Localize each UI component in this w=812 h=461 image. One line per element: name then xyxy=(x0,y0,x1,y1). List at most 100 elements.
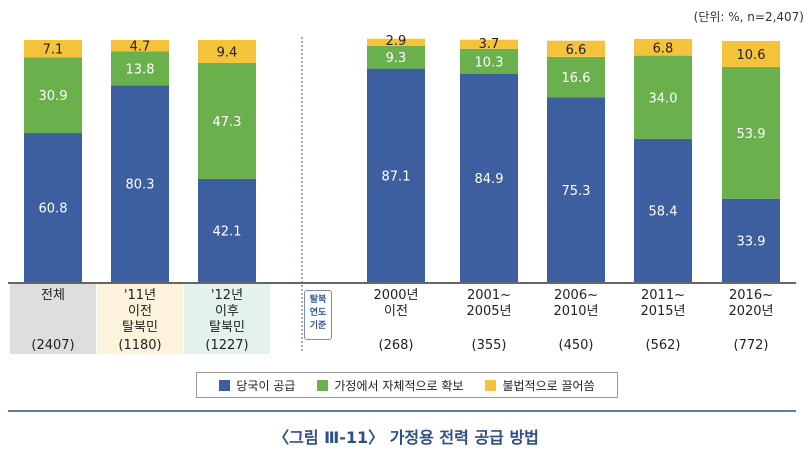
category-label-line: 2005년 xyxy=(466,304,512,319)
bar-segment xyxy=(367,38,425,46)
sample-size-label: (562) xyxy=(645,338,681,353)
legend-swatch xyxy=(485,379,497,391)
year-basis-label: 탈북 연도 기준 xyxy=(304,290,332,340)
data-label: 58.4 xyxy=(649,204,678,219)
bar-segment xyxy=(460,73,518,283)
category-label-line: 2020년 xyxy=(728,304,774,319)
bar-segment xyxy=(111,39,169,52)
bar-segment xyxy=(460,39,518,49)
data-label: 84.9 xyxy=(475,172,504,187)
sample-size-label: (1180) xyxy=(118,338,162,353)
data-label: 33.9 xyxy=(737,234,766,249)
category-label: 2016~ 2020년 xyxy=(708,288,794,320)
category-label: 2001~ 2005년 xyxy=(446,288,532,320)
bar-segment xyxy=(198,39,256,63)
bar-segment xyxy=(722,66,780,199)
category-label: 2006~ 2010년 xyxy=(533,288,619,320)
bar-segment xyxy=(547,97,605,282)
data-label: 6.6 xyxy=(566,43,587,58)
category-label-line: 탈북민 xyxy=(209,320,245,335)
bar-segment xyxy=(198,62,256,179)
category-label-line: 탈북민 xyxy=(122,320,158,335)
category-cell-bg xyxy=(184,284,270,354)
data-label: 9.4 xyxy=(217,45,238,60)
legend: 당국이 공급 가정에서 자체적으로 확보 불법적으로 끌어씀 xyxy=(196,372,618,398)
data-label: 75.3 xyxy=(562,184,591,199)
bar-segment xyxy=(722,40,780,67)
data-label: 34.0 xyxy=(649,91,678,106)
category-label-line: 2000년 xyxy=(373,288,419,303)
sample-size-label: (268) xyxy=(378,338,414,353)
year-basis-line: 탈북 xyxy=(309,295,327,305)
bar-segment xyxy=(547,56,605,98)
sample-size-label: (1227) xyxy=(205,338,249,353)
figure-title: 〈그림 Ⅲ-11〉 가정용 전력 공급 방법 xyxy=(273,428,539,447)
category-cell-bg xyxy=(10,284,96,354)
category-label-line: 2011~ xyxy=(641,288,685,303)
category-label-line: '12년 xyxy=(210,288,244,303)
category-cell-bg xyxy=(97,284,183,354)
legend-label: 가정에서 자체적으로 확보 xyxy=(334,378,464,393)
data-label: 30.9 xyxy=(39,89,68,104)
bar-segment xyxy=(367,68,425,282)
sample-size-label: (450) xyxy=(558,338,594,353)
data-label: 3.7 xyxy=(479,37,500,52)
bar-segment xyxy=(547,40,605,57)
sample-size-label: (2407) xyxy=(31,338,75,353)
data-label: 10.6 xyxy=(737,48,766,63)
sample-size-label: (355) xyxy=(471,338,507,353)
category-label-line: 전체 xyxy=(41,288,65,303)
bar-segment xyxy=(111,51,169,86)
data-label: 6.8 xyxy=(653,41,674,56)
data-label: 47.3 xyxy=(213,115,242,130)
category-label-line: 2006~ xyxy=(554,288,598,303)
divider-line xyxy=(8,410,796,412)
category-label-line: 이전 xyxy=(384,304,408,319)
data-label: 42.1 xyxy=(213,224,242,239)
year-basis-line: 연도 xyxy=(309,308,327,318)
unit-note: (단위: %, n=2,407) xyxy=(693,10,804,24)
category-label: 2000년 이전 xyxy=(353,288,439,320)
data-label: 16.6 xyxy=(562,71,591,86)
data-label: 60.8 xyxy=(39,202,68,217)
category-label: '12년 이후 탈북민 xyxy=(184,288,270,336)
year-basis-line: 기준 xyxy=(309,321,327,331)
bar-segment xyxy=(111,85,169,282)
data-label: 2.9 xyxy=(386,34,407,49)
bar-segment xyxy=(634,138,692,282)
data-label: 13.8 xyxy=(126,62,155,77)
legend-label: 불법적으로 끌어씀 xyxy=(502,378,595,393)
bar-segment xyxy=(24,133,82,282)
category-label-line: 이후 xyxy=(215,304,239,319)
data-label: 87.1 xyxy=(382,169,411,184)
bar-segment xyxy=(634,38,692,56)
category-label-line: 이전 xyxy=(128,304,152,319)
legend-item: 당국이 공급 xyxy=(219,377,295,394)
category-label-line: 2016~ xyxy=(729,288,773,303)
legend-item: 불법적으로 끌어씀 xyxy=(485,377,595,394)
data-label: 10.3 xyxy=(475,55,504,70)
bar-segment xyxy=(367,45,425,69)
data-label: 4.7 xyxy=(130,39,151,54)
sample-size-label: (772) xyxy=(733,338,769,353)
bar-segment xyxy=(198,178,256,282)
category-label: 2011~ 2015년 xyxy=(620,288,706,320)
category-label-line: '11년 xyxy=(123,288,157,303)
category-label-line: 2015년 xyxy=(640,304,686,319)
data-label: 80.3 xyxy=(126,178,155,193)
legend-item: 가정에서 자체적으로 확보 xyxy=(317,377,463,394)
bar-segment xyxy=(722,198,780,282)
category-label-line: 2001~ xyxy=(467,288,511,303)
legend-label: 당국이 공급 xyxy=(236,378,296,393)
category-label: '11년 이전 탈북민 xyxy=(97,288,183,336)
category-label: 전체 xyxy=(10,288,96,304)
bar-segment xyxy=(460,48,518,74)
bar-segment xyxy=(634,55,692,139)
legend-swatch xyxy=(317,379,329,391)
bar-segment xyxy=(24,57,82,134)
data-label: 53.9 xyxy=(737,127,766,142)
category-label-line: 2010년 xyxy=(553,304,599,319)
data-label: 7.1 xyxy=(43,43,64,58)
legend-swatch xyxy=(219,379,231,391)
